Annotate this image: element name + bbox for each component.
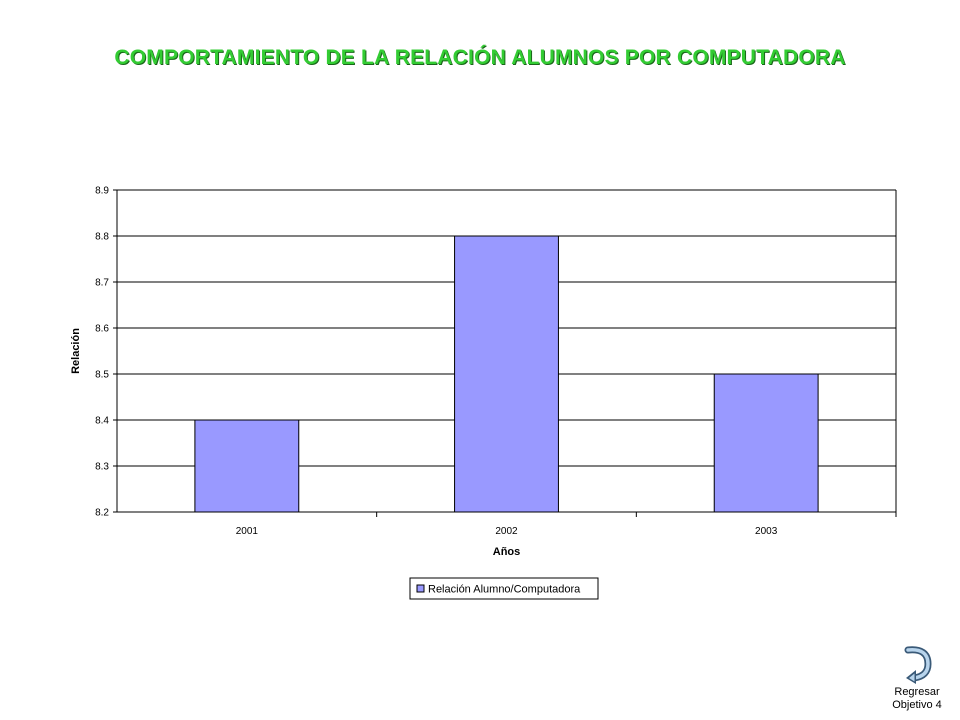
y-tick-label: 8.8 [95,232,109,243]
legend: Relación Alumno/Computadora [409,577,599,600]
y-tick-label: 8.3 [95,462,109,473]
legend-swatch [416,584,425,593]
y-tick-label: 8.2 [95,508,109,519]
page-title: COMPORTAMIENTO DE LA RELACIÓN ALUMNOS PO… [114,46,846,69]
x-tick-label: 2003 [755,526,778,537]
axes [116,190,896,513]
bar-series [194,235,819,513]
x-tick-label: 2001 [236,526,259,537]
return-label-line1: Regresar [894,686,940,698]
return-arrow-icon [904,646,932,684]
return-link[interactable]: Regresar Objetivo 4 [882,644,952,712]
legend-label: Relación Alumno/Computadora [428,584,581,596]
x-axis-title: Años [493,546,521,558]
bar-2001 [194,419,300,513]
bar-2003 [713,373,819,513]
y-tick-label: 8.9 [95,186,109,197]
return-label-line2: Objetivo 4 [892,699,942,711]
y-tick-label: 8.5 [95,370,109,381]
tick-labels: 8.2 8.3 8.4 8.5 8.6 8.7 8.8 8.9 2001 2002 2003 [95,186,897,537]
y-axis-title: Relación [70,328,82,374]
legend-box [409,577,599,600]
y-tick-label: 8.6 [95,324,109,335]
x-tick-label: 2002 [495,526,518,537]
y-tick-label: 8.7 [95,278,109,289]
y-tick-label: 8.4 [95,416,109,427]
bar-2002 [454,235,559,513]
